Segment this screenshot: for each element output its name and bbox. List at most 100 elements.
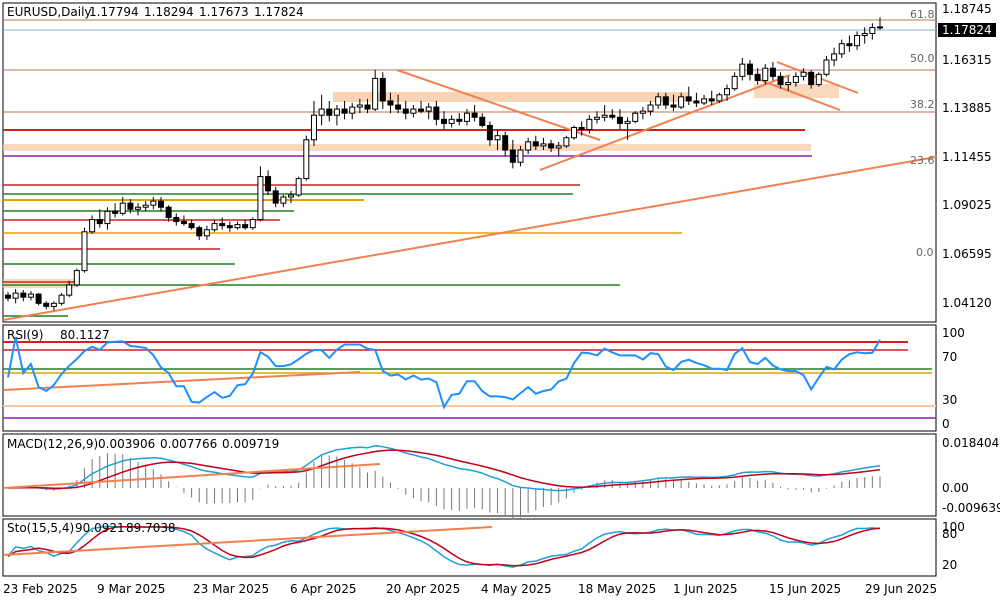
candle-body — [509, 149, 516, 163]
macd-panel[interactable] — [2, 433, 937, 517]
fib-label-0: 0.0 — [916, 246, 934, 259]
candle-body — [716, 94, 723, 102]
candle-body — [379, 77, 386, 102]
candle-body — [471, 112, 478, 118]
candle-body — [532, 141, 539, 147]
candle-body — [73, 270, 80, 286]
rsi-panel[interactable] — [2, 324, 937, 432]
date-label-10: 29 Jun 2025 — [865, 582, 937, 596]
candle-body — [463, 112, 470, 122]
rsi-indicator: RSI(9) 80.1127 100 70 30 0 — [2, 326, 965, 431]
candle-body — [601, 114, 608, 118]
channel-line-lower — [539, 74, 791, 171]
candle-body — [540, 143, 547, 147]
candle-body — [800, 71, 807, 77]
candle-body — [593, 116, 600, 120]
candle-body — [708, 98, 715, 102]
range-zone — [754, 84, 839, 98]
candle-body — [731, 75, 738, 90]
candlestick-series — [5, 17, 883, 311]
time-axis: 23 Feb 2025 9 Mar 2025 23 Mar 2025 6 Apr… — [3, 582, 937, 596]
price-axis: 1.18745 1.17824 1.16315 1.13885 1.11455 … — [938, 2, 996, 310]
sto-value-2: 89.7038 — [126, 521, 176, 535]
price-tick-1: 1.18745 — [942, 2, 992, 16]
candle-body — [341, 108, 348, 114]
candle-body — [150, 200, 157, 206]
candle-body — [318, 108, 325, 116]
candle-body — [165, 206, 172, 218]
candle-body — [135, 206, 142, 210]
sto-label: Sto(15,5,4) — [7, 521, 74, 535]
candle-body — [517, 149, 524, 163]
candle-body — [670, 104, 677, 108]
candle-body — [762, 67, 769, 81]
candle-body — [119, 202, 126, 214]
candle-body — [364, 104, 371, 110]
candle-body — [242, 224, 249, 229]
drawing-objects — [2, 19, 937, 321]
candle-body — [441, 118, 447, 124]
macd-main-line — [7, 444, 881, 492]
candle-body — [494, 135, 501, 141]
candle-body — [571, 126, 578, 139]
rsi-value: 80.1127 — [60, 328, 110, 342]
macd-value-1: 0.003906 — [98, 437, 155, 451]
candle-body — [754, 73, 761, 81]
price-tick-2: 1.16315 — [942, 53, 992, 67]
rsi-line — [7, 336, 881, 410]
candle-body — [662, 96, 669, 106]
ohlc-open: 1.17794 — [89, 5, 139, 19]
candle-body — [854, 34, 861, 47]
fib-label-50: 50.0 — [910, 52, 935, 65]
candle-body — [639, 110, 646, 114]
symbol-label: EURUSD,Daily — [7, 5, 92, 19]
stochastic-indicator: Sto(15,5,4) 90.0921 89.7038 100 80 20 — [2, 520, 965, 572]
candle-body — [35, 293, 42, 304]
candle-body — [142, 204, 149, 208]
candle-body — [89, 218, 96, 233]
candle-body — [196, 227, 203, 237]
candle-body — [877, 26, 883, 29]
macd-value-3: 0.009719 — [222, 437, 279, 451]
candle-body — [724, 88, 731, 96]
candle-body — [50, 302, 57, 307]
fib-label-38: 38.2 — [910, 98, 935, 111]
macd-trendline — [2, 463, 381, 489]
candle-body — [387, 100, 394, 106]
candle-body — [448, 118, 455, 124]
price-tick-7: 1.04120 — [942, 296, 992, 310]
candle-body — [104, 210, 111, 225]
ohlc-low: 1.17673 — [199, 5, 249, 19]
candle-body — [808, 71, 815, 86]
rsi-tick-0: 0 — [942, 417, 950, 431]
candle-body — [295, 178, 302, 196]
rsi-tick-100: 100 — [942, 326, 965, 340]
date-label-2: 9 Mar 2025 — [97, 582, 165, 596]
price-panel[interactable] — [2, 2, 937, 323]
sto-tick-80: 80 — [942, 527, 957, 541]
candle-body — [211, 223, 218, 231]
price-tick-5: 1.09025 — [942, 198, 992, 212]
date-label-1: 23 Feb 2025 — [3, 582, 78, 596]
candle-body — [831, 53, 838, 61]
candle-body — [701, 98, 708, 104]
candle-body — [219, 223, 226, 227]
candle-body — [777, 75, 784, 86]
price-tick-4: 1.11455 — [942, 150, 992, 164]
macd-tick-max: 0.018404 — [942, 436, 999, 450]
candle-body — [58, 294, 65, 304]
major-trendline — [2, 156, 937, 321]
macd-tick-min: -0.009639 — [942, 501, 1000, 515]
rsi-trendline — [2, 371, 361, 391]
candle-body — [609, 114, 616, 118]
support-zone — [3, 144, 811, 151]
candle-body — [456, 118, 463, 122]
candle-body — [693, 100, 700, 104]
candle-body — [127, 202, 134, 210]
candle-body — [655, 96, 662, 106]
candle-body — [838, 43, 845, 55]
low-zone — [3, 279, 75, 288]
candle-body — [563, 137, 570, 147]
macd-label: MACD(12,26,9) — [7, 437, 98, 451]
